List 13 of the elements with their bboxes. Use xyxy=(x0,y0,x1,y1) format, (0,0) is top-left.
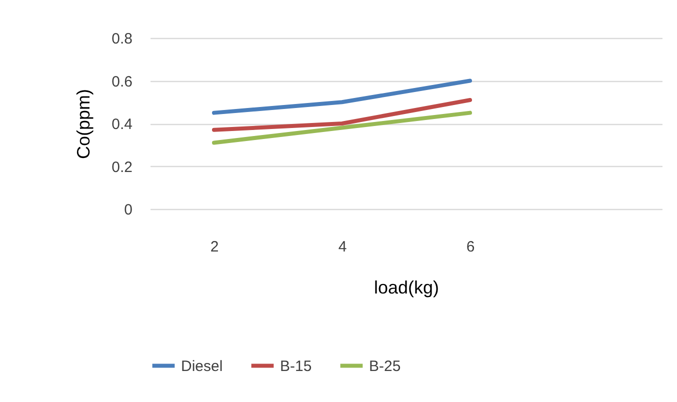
y-tick-label: 0.2 xyxy=(112,158,132,176)
x-tick-label: 6 xyxy=(466,238,475,256)
y-tick-label: 0 xyxy=(124,202,132,218)
y-axis-title: Co(ppm) xyxy=(74,88,94,160)
legend-label: Diesel xyxy=(181,358,223,375)
x-axis-title: load(kg) xyxy=(374,278,440,298)
x-tick-label: 4 xyxy=(338,238,347,256)
x-tick-label: 2 xyxy=(210,238,219,256)
legend-label: B-15 xyxy=(280,358,312,375)
y-tick-label: 0.8 xyxy=(112,30,132,48)
legend-label: B-25 xyxy=(369,358,401,375)
y-tick-label: 0.4 xyxy=(112,116,132,133)
y-tick-label: 0.6 xyxy=(112,73,132,90)
